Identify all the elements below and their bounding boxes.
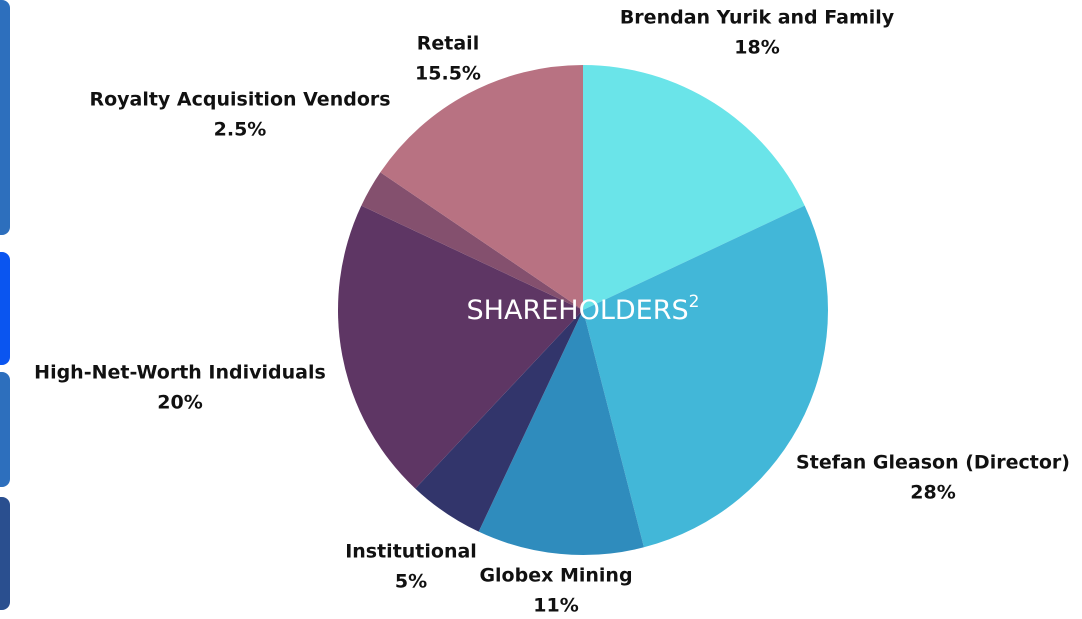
slice-value-label: 15.5% (415, 63, 481, 85)
slice-value-label: 18% (734, 37, 779, 59)
side-tab (0, 252, 10, 365)
slice-label: Globex Mining (479, 565, 632, 587)
slice-label: Stefan Gleason (Director) (796, 452, 1070, 474)
slice-value-label: 2.5% (214, 119, 267, 141)
slice-value-label: 11% (533, 595, 578, 617)
slice-label: Retail (417, 33, 479, 55)
slice-label: Brendan Yurik and Family (620, 7, 895, 29)
chart-title: SHAREHOLDERS2 (467, 292, 700, 326)
slice-label: Institutional (345, 541, 477, 563)
pie (337, 65, 828, 555)
side-tab (0, 372, 10, 487)
slice-value-label: 20% (157, 392, 202, 414)
pie-slice (337, 205, 583, 489)
pie-slice (361, 172, 583, 310)
side-tab (0, 0, 10, 235)
slice-value-label: 28% (910, 482, 955, 504)
title-note: 2 (689, 292, 700, 312)
pie-slice (380, 65, 583, 310)
pie-slice (415, 310, 583, 532)
slice-label: Royalty Acquisition Vendors (89, 89, 390, 111)
side-tab (0, 497, 10, 610)
pie-slice (478, 310, 644, 555)
pie-slice (583, 65, 805, 310)
title-text: SHAREHOLDERS (467, 295, 689, 326)
pie-slice (583, 205, 828, 548)
slice-label: High-Net-Worth Individuals (34, 362, 326, 384)
slice-value-label: 5% (395, 571, 427, 593)
